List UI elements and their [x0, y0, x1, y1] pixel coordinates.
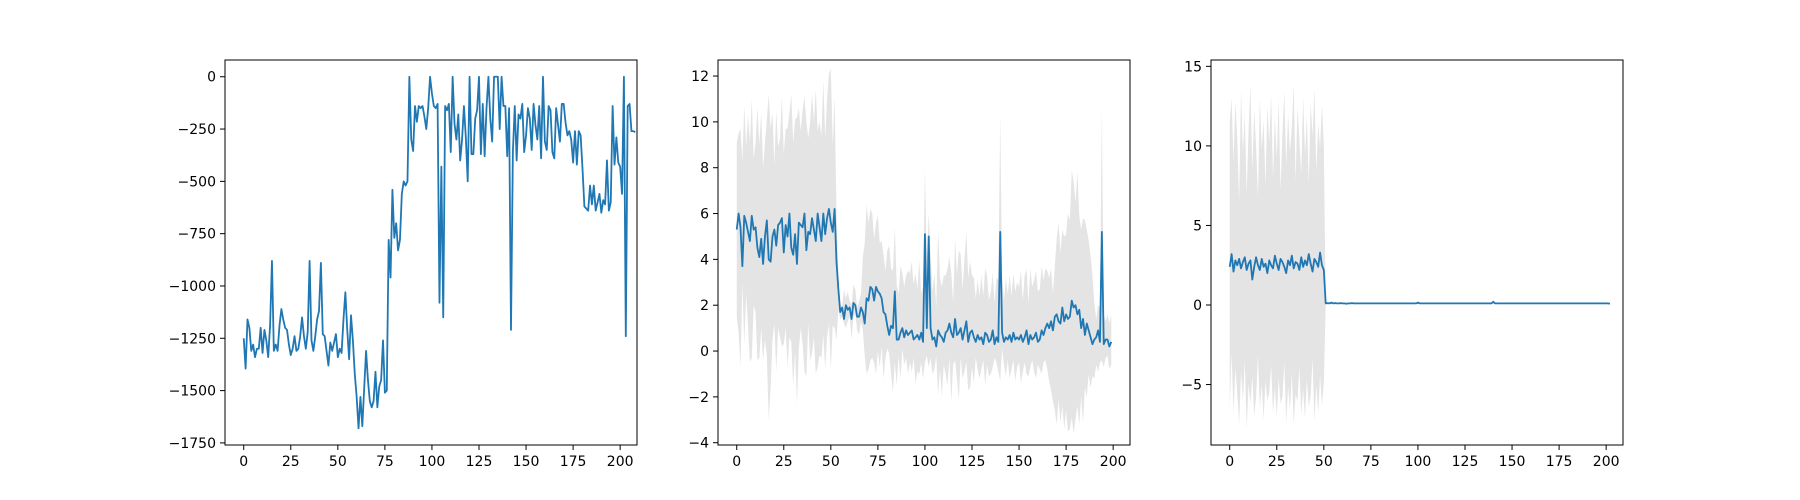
- x-tick-label: 50: [822, 454, 840, 470]
- y-tick-label: −250: [178, 122, 216, 138]
- y-tick-label: 15: [1184, 59, 1202, 75]
- x-tick-label: 0: [732, 454, 741, 470]
- x-tick-label: 125: [959, 454, 986, 470]
- series-line: [1228, 251, 1611, 305]
- x-tick-label: 25: [775, 454, 793, 470]
- plot-area: [242, 75, 636, 430]
- x-tick-label: 100: [1405, 454, 1432, 470]
- y-tick-label: 12: [691, 69, 709, 85]
- y-tick-label: 2: [700, 298, 709, 314]
- y-tick-label: −1500: [169, 384, 216, 400]
- y-tick-label: 0: [1193, 298, 1202, 314]
- y-tick-label: −4: [688, 436, 709, 452]
- series-line: [735, 208, 1113, 348]
- subplot-2: 0 25 50 75 100 125 150 175 200 −4 −2 0 2 4 6 8 10 12: [688, 59, 1131, 470]
- plot-area: [1228, 83, 1611, 430]
- y-tick-label: 8: [700, 161, 709, 177]
- axes-frame: [1210, 59, 1624, 446]
- axes-frame: [224, 59, 638, 446]
- x-tick-label: 100: [912, 454, 939, 470]
- x-tick-label: 50: [1315, 454, 1333, 470]
- x-tick-label: 75: [376, 454, 394, 470]
- x-tick-label: 175: [1053, 454, 1080, 470]
- x-tick-label: 75: [1362, 454, 1380, 470]
- y-tick-label: −2: [688, 390, 709, 406]
- y-tick-label: 10: [1184, 139, 1202, 155]
- y-tick-label: 6: [700, 207, 709, 223]
- std-band: [1229, 83, 1610, 430]
- subplot-3: 0 25 50 75 100 125 150 175 200 −5 0 5 10 15: [1181, 59, 1624, 470]
- x-tick-label: 75: [869, 454, 887, 470]
- series-line: [242, 75, 636, 430]
- x-tick-label: 175: [1546, 454, 1573, 470]
- subplot-1: 0 25 50 75 100 125 150 175 200 0 −250 −500 −750 −1000…: [169, 59, 638, 470]
- y-tick-label: 10: [691, 115, 709, 131]
- x-tick-label: 150: [1499, 454, 1526, 470]
- x-tick-label: 200: [607, 454, 634, 470]
- y-tick-label: −1250: [169, 331, 216, 347]
- y-tick-label: 4: [700, 252, 709, 268]
- x-tick-label: 0: [239, 454, 248, 470]
- x-tick-label: 0: [1225, 454, 1234, 470]
- y-tick-label: 0: [700, 344, 709, 360]
- x-tick-label: 125: [466, 454, 493, 470]
- y-tick-label: −750: [178, 227, 216, 243]
- plot-area: [735, 69, 1113, 434]
- y-tick-label: 0: [207, 70, 216, 86]
- x-tick-label: 150: [513, 454, 540, 470]
- x-tick-label: 150: [1006, 454, 1033, 470]
- y-tick-label: 5: [1193, 218, 1202, 234]
- x-tick-label: 25: [282, 454, 300, 470]
- y-tick-label: −1000: [169, 279, 216, 295]
- x-tick-label: 100: [419, 454, 446, 470]
- y-tick-label: −1750: [169, 436, 216, 452]
- x-tick-label: 175: [560, 454, 587, 470]
- axes-frame: [717, 59, 1131, 446]
- y-tick-label: −5: [1181, 378, 1202, 394]
- x-tick-label: 200: [1593, 454, 1620, 470]
- x-tick-label: 200: [1100, 454, 1127, 470]
- x-tick-label: 25: [1268, 454, 1286, 470]
- x-tick-label: 125: [1452, 454, 1479, 470]
- y-tick-label: −500: [178, 174, 216, 190]
- x-tick-label: 50: [329, 454, 347, 470]
